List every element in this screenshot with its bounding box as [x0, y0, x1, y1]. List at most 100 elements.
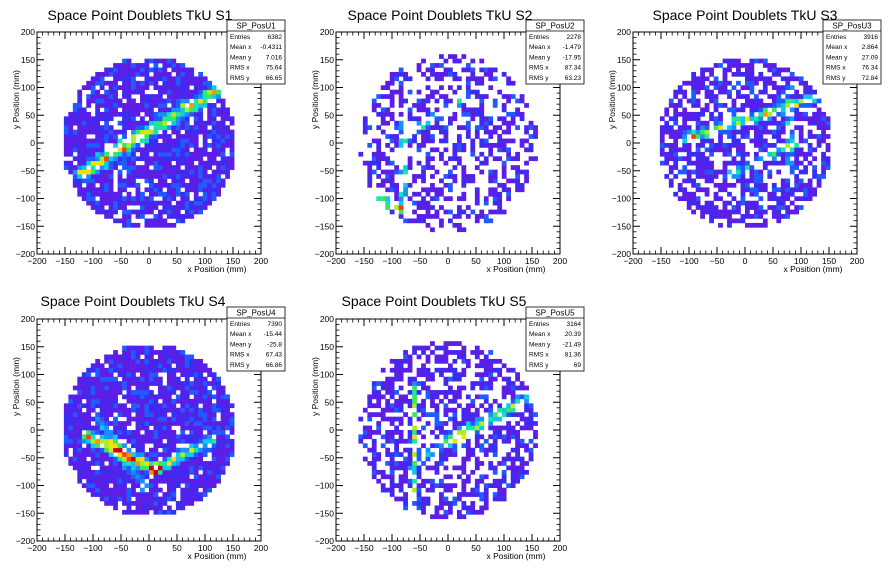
- heatmap-cell: [198, 438, 204, 444]
- heatmap-cell: [456, 209, 462, 215]
- heatmap-cell: [430, 350, 435, 355]
- heatmap-cell: [776, 169, 782, 175]
- heatmap-cell: [398, 496, 404, 502]
- heatmap-cell: [153, 416, 159, 422]
- heatmap-cell: [492, 412, 498, 417]
- heatmap-cell: [515, 447, 520, 453]
- heatmap-cell: [456, 465, 462, 471]
- heatmap-cell: [465, 120, 471, 126]
- heatmap-cell: [193, 98, 199, 104]
- y-tick-label: 150: [320, 55, 334, 65]
- heatmap-cell: [153, 372, 159, 378]
- heatmap-cell: [193, 452, 199, 457]
- heatmap-cell: [736, 63, 741, 68]
- heatmap-cell: [412, 412, 417, 417]
- heatmap-cell: [492, 196, 498, 202]
- x-tick-label: 150: [525, 256, 539, 266]
- x-tick-label: −100: [679, 256, 698, 266]
- heatmap-cell: [81, 187, 87, 193]
- heatmap-cell: [700, 134, 705, 139]
- heatmap-cell: [166, 367, 172, 373]
- heatmap-cell: [803, 85, 809, 91]
- heatmap-cell: [131, 350, 136, 355]
- heatmap-cell: [90, 438, 96, 444]
- heatmap-cell: [202, 398, 208, 404]
- heatmap-cell: [474, 125, 480, 130]
- stats-value: 27.09: [862, 54, 879, 61]
- heatmap-cell: [184, 200, 190, 206]
- heatmap-cell: [785, 191, 791, 197]
- heatmap-cell: [131, 182, 136, 188]
- heatmap-cell: [149, 483, 154, 489]
- heatmap-cell: [452, 416, 458, 422]
- heatmap-cell: [479, 496, 485, 502]
- heatmap-cell: [434, 421, 440, 426]
- heatmap-cell: [144, 412, 150, 417]
- y-tick-label: 50: [325, 110, 335, 120]
- heatmap-cell: [86, 94, 92, 99]
- heatmap-cell: [713, 116, 719, 122]
- heatmap-cell: [135, 456, 141, 462]
- heatmap-cell: [488, 116, 494, 122]
- heatmap-cell: [166, 452, 172, 457]
- heatmap-cell: [465, 478, 471, 484]
- heatmap-cell: [95, 478, 101, 484]
- heatmap-cell: [175, 447, 181, 453]
- heatmap-cell: [376, 452, 382, 457]
- heatmap-cell: [380, 487, 386, 493]
- heatmap-cell: [718, 80, 723, 86]
- heatmap-cell: [794, 89, 800, 95]
- heatmap-cell: [126, 174, 132, 179]
- heatmap-cell: [104, 187, 109, 193]
- heatmap-cell: [479, 505, 485, 511]
- heatmap-cell: [497, 89, 503, 95]
- heatmap-cell: [229, 438, 235, 444]
- heatmap-cell: [117, 111, 123, 117]
- heatmap-cell: [691, 111, 697, 117]
- heatmap-cell: [104, 111, 109, 117]
- heatmap-cell: [171, 367, 177, 373]
- heatmap-cell: [153, 474, 159, 480]
- heatmap-cell: [135, 501, 141, 506]
- heatmap-cell: [90, 205, 96, 210]
- heatmap-cell: [771, 214, 777, 219]
- heatmap-cell: [479, 403, 485, 409]
- heatmap-cell: [162, 390, 168, 395]
- heatmap-cell: [162, 345, 168, 351]
- heatmap-cell: [175, 182, 181, 188]
- heatmap-cell: [430, 341, 435, 346]
- heatmap-cell: [376, 165, 382, 170]
- heatmap-cell: [479, 478, 485, 484]
- heatmap-cell: [704, 200, 710, 206]
- heatmap-cell: [122, 178, 127, 184]
- heatmap-cell: [367, 178, 373, 184]
- heatmap-cell: [682, 165, 688, 170]
- heatmap-cell: [452, 407, 458, 413]
- heatmap-cell: [202, 416, 208, 422]
- heatmap-cell: [113, 134, 118, 139]
- heatmap-cell: [211, 196, 217, 202]
- heatmap-cell: [180, 501, 186, 506]
- heatmap-cell: [90, 469, 96, 475]
- heatmap-cell: [171, 182, 177, 188]
- heatmap-cell: [506, 465, 512, 471]
- heatmap-cell: [452, 58, 458, 64]
- heatmap-cell: [371, 151, 377, 157]
- heatmap-cell: [184, 363, 190, 369]
- heatmap-cell: [452, 116, 458, 122]
- heatmap-cell: [108, 398, 114, 404]
- heatmap-cell: [211, 147, 217, 153]
- heatmap-cell: [749, 67, 755, 73]
- heatmap-cell: [430, 403, 435, 409]
- heatmap-cell: [68, 160, 74, 166]
- heatmap-cell: [403, 438, 408, 444]
- heatmap-cell: [189, 165, 195, 170]
- stats-value: 87.34: [565, 65, 582, 72]
- heatmap-cell: [171, 80, 177, 86]
- heatmap-cell: [736, 209, 741, 215]
- heatmap-cell: [749, 169, 755, 175]
- heatmap-cell: [113, 385, 118, 391]
- heatmap-cell: [465, 67, 471, 73]
- heatmap-cell: [198, 372, 204, 378]
- heatmap-cell: [718, 182, 723, 188]
